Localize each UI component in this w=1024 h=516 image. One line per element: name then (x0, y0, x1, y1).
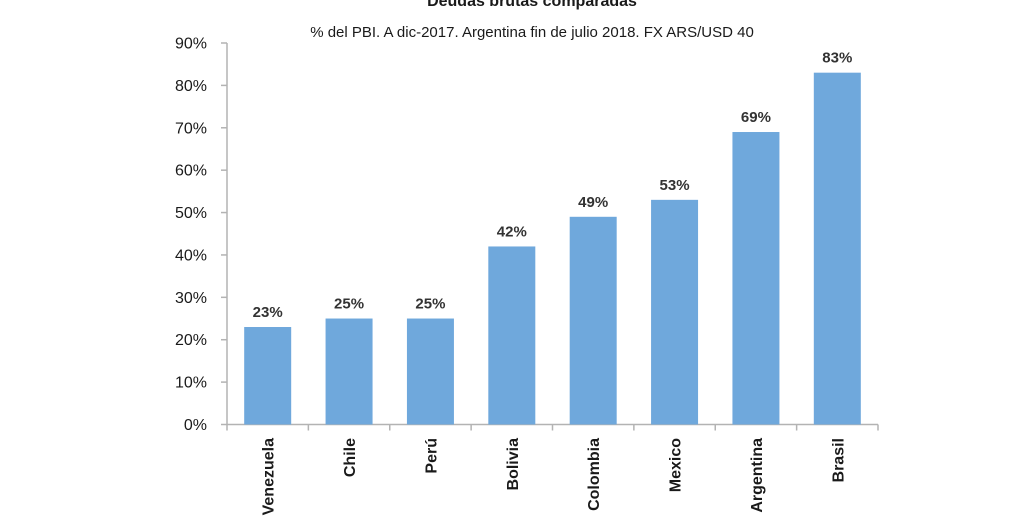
x-axis (226, 423, 879, 431)
category-label: Argentina (749, 438, 766, 513)
category-label: Perú (423, 438, 440, 474)
category-label: Chile (342, 438, 359, 477)
data-label: 49% (578, 194, 608, 211)
category-labels: Venezuela Chile Perú Bolivia Colombia Mexico A… (261, 438, 848, 516)
category-label: Venezuela (261, 438, 278, 515)
y-tick-label: 10% (175, 375, 207, 392)
data-label: 25% (415, 296, 445, 313)
y-tick-label: 40% (175, 247, 207, 264)
data-labels: 23% 25% 25% 42% 49% 53% 69% 83% (253, 50, 853, 321)
chart-subtitle: % del PBI. A dic-2017. Argentina fin de … (310, 24, 754, 41)
chart-title: Deudas brutas comparadas (427, 0, 637, 10)
data-label: 53% (660, 177, 690, 194)
bars (244, 72, 861, 425)
y-tick-label: 50% (175, 205, 207, 222)
y-tick-label: 30% (175, 290, 207, 307)
category-label: Bolivia (505, 438, 522, 491)
data-label: 42% (497, 223, 527, 240)
bar-argentina (732, 132, 780, 425)
bar-mexico (651, 199, 699, 425)
bar-venezuela (244, 327, 292, 425)
y-axis: 0% 10% 20% 30% 40% 50% 60% 70% 80% 90% (175, 36, 228, 434)
category-label: Brasil (830, 438, 847, 482)
data-label: 83% (822, 50, 852, 67)
y-tick-label: 80% (175, 78, 207, 95)
y-tick-label: 20% (175, 332, 207, 349)
data-label: 25% (334, 296, 364, 313)
bar-bolivia (488, 246, 536, 425)
y-tick-label: 60% (175, 163, 207, 180)
bar-perú (406, 318, 454, 425)
y-tick-label: 90% (175, 36, 207, 53)
bar-brasil (813, 72, 861, 425)
category-label: Mexico (668, 438, 685, 492)
category-label: Colombia (586, 438, 603, 511)
bar-chile (325, 318, 373, 425)
y-tick-label: 70% (175, 120, 207, 137)
bar-colombia (569, 216, 617, 425)
y-tick-label: 0% (184, 417, 207, 434)
data-label: 69% (741, 109, 771, 126)
data-label: 23% (253, 304, 283, 321)
